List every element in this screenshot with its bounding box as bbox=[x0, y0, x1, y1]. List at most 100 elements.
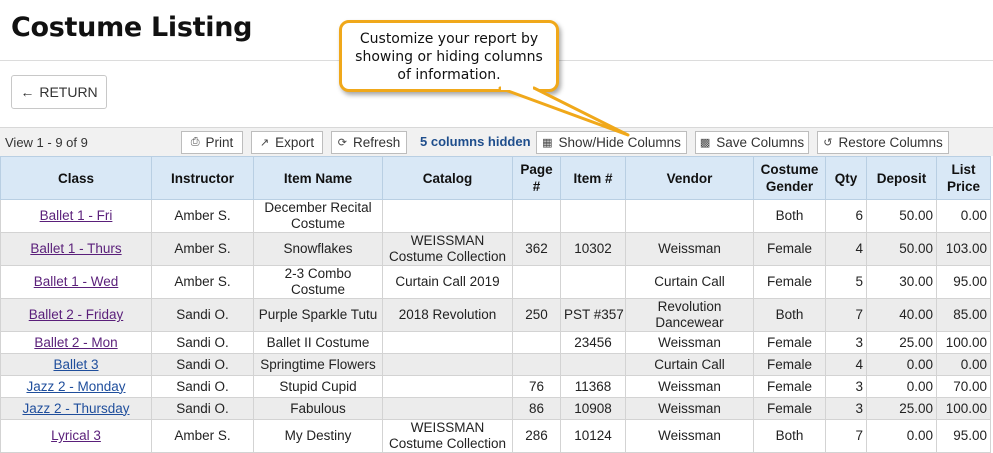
refresh-icon: ⟳ bbox=[337, 137, 347, 149]
cell-item-no: 10124 bbox=[560, 419, 626, 453]
cell-list-price: 85.00 bbox=[936, 298, 991, 332]
col-header-item-name[interactable]: Item Name bbox=[253, 156, 383, 200]
cell-list-price: 100.00 bbox=[936, 397, 991, 420]
class-link[interactable]: Jazz 2 - Monday bbox=[26, 378, 126, 394]
cell-catalog bbox=[382, 397, 513, 420]
cell-class: Ballet 2 - Mon bbox=[0, 331, 152, 354]
cell-instructor: Sandi O. bbox=[151, 331, 254, 354]
table-row: Ballet 1 - Thurs Amber S. Snowflakes WEISSM… bbox=[0, 232, 991, 266]
cell-list-price: 103.00 bbox=[936, 232, 991, 266]
cell-deposit: 25.00 bbox=[866, 397, 937, 420]
save-columns-button[interactable]: ▩ Save Columns bbox=[695, 131, 809, 154]
cell-page: 86 bbox=[512, 397, 561, 420]
col-header-list-price[interactable]: List Price bbox=[936, 156, 991, 200]
col-header-vendor[interactable]: Vendor bbox=[625, 156, 754, 200]
class-link[interactable]: Lyrical 3 bbox=[51, 428, 101, 443]
table-row: Lyrical 3 Amber S. My Destiny WEISSMAN Cost… bbox=[0, 419, 991, 453]
col-header-item-no[interactable]: Item # bbox=[560, 156, 626, 200]
cell-vendor: Weissman bbox=[625, 331, 754, 354]
cell-item-no bbox=[560, 199, 626, 233]
cell-item-name: Fabulous bbox=[253, 397, 383, 420]
return-button[interactable]: ← RETURN bbox=[11, 75, 107, 109]
col-header-costume-gender[interactable]: Costume Gender bbox=[753, 156, 826, 200]
page-title: Costume Listing bbox=[11, 12, 253, 43]
cell-item-no bbox=[560, 353, 626, 376]
cell-costume-gender: Female bbox=[753, 397, 826, 420]
cell-item-no: PST #357 bbox=[560, 298, 626, 332]
print-label: Print bbox=[205, 135, 234, 150]
cell-class: Jazz 2 - Monday bbox=[0, 375, 152, 398]
cell-page: 250 bbox=[512, 298, 561, 332]
cell-vendor: Revolution Dancewear bbox=[625, 298, 754, 332]
cell-deposit: 0.00 bbox=[866, 375, 937, 398]
cell-item-name: 2-3 Combo Costume bbox=[253, 265, 383, 299]
table-row: Jazz 2 - Monday Sandi O. Stupid Cupid 76 113… bbox=[0, 375, 991, 398]
cell-vendor bbox=[625, 199, 754, 233]
costume-table: Class Instructor Item Name Catalog Page … bbox=[0, 156, 991, 453]
cell-page: 286 bbox=[512, 419, 561, 453]
cell-qty: 6 bbox=[825, 199, 867, 233]
cell-qty: 3 bbox=[825, 397, 867, 420]
cell-list-price: 100.00 bbox=[936, 331, 991, 354]
class-link[interactable]: Ballet 1 - Wed bbox=[33, 274, 119, 289]
cell-deposit: 50.00 bbox=[866, 232, 937, 266]
refresh-button[interactable]: ⟳ Refresh bbox=[331, 131, 407, 154]
cell-item-name: Springtime Flowers bbox=[253, 353, 383, 376]
cell-list-price: 0.00 bbox=[936, 199, 991, 233]
export-label: Export bbox=[275, 135, 315, 150]
class-link[interactable]: Ballet 1 - Fri bbox=[39, 208, 113, 223]
cell-item-no: 10302 bbox=[560, 232, 626, 266]
cell-class: Ballet 2 - Friday bbox=[0, 298, 152, 332]
col-header-class[interactable]: Class bbox=[0, 156, 152, 200]
view-count: View 1 - 9 of 9 bbox=[5, 135, 88, 150]
cell-vendor: Curtain Call bbox=[625, 265, 754, 299]
class-link[interactable]: Jazz 2 - Thursday bbox=[22, 400, 130, 416]
col-header-instructor[interactable]: Instructor bbox=[151, 156, 254, 200]
cell-qty: 5 bbox=[825, 265, 867, 299]
columns-icon: ▦ bbox=[542, 137, 553, 149]
cell-page: 76 bbox=[512, 375, 561, 398]
cell-list-price: 95.00 bbox=[936, 265, 991, 299]
cell-deposit: 25.00 bbox=[866, 331, 937, 354]
table-row: Ballet 3 Sandi O. Springtime Flowers Curtai… bbox=[0, 353, 991, 376]
show-hide-columns-button[interactable]: ▦ Show/Hide Columns bbox=[536, 131, 687, 154]
cell-instructor: Sandi O. bbox=[151, 397, 254, 420]
cell-costume-gender: Female bbox=[753, 265, 826, 299]
restore-columns-label: Restore Columns bbox=[838, 135, 943, 150]
cell-vendor: Weissman bbox=[625, 419, 754, 453]
col-header-page[interactable]: Page # bbox=[512, 156, 561, 200]
header-row: Class Instructor Item Name Catalog Page … bbox=[0, 156, 991, 200]
col-header-catalog[interactable]: Catalog bbox=[382, 156, 513, 200]
cell-item-no bbox=[560, 265, 626, 299]
export-button[interactable]: ↗ Export bbox=[251, 131, 323, 154]
cell-item-no: 11368 bbox=[560, 375, 626, 398]
cell-costume-gender: Female bbox=[753, 375, 826, 398]
cell-catalog bbox=[382, 375, 513, 398]
cell-page bbox=[512, 353, 561, 376]
callout-text: Customize your report by showing or hidi… bbox=[355, 31, 543, 83]
print-button[interactable]: ⎙ Print bbox=[181, 131, 243, 154]
class-link[interactable]: Ballet 2 - Mon bbox=[34, 334, 118, 350]
col-header-qty[interactable]: Qty bbox=[825, 156, 867, 200]
cell-item-name: Stupid Cupid bbox=[253, 375, 383, 398]
class-link[interactable]: Ballet 3 bbox=[53, 356, 99, 372]
cell-catalog: WEISSMAN Costume Collection bbox=[382, 232, 513, 266]
cell-list-price: 70.00 bbox=[936, 375, 991, 398]
cell-deposit: 0.00 bbox=[866, 353, 937, 376]
table-row: Ballet 2 - Friday Sandi O. Purple Sparkle … bbox=[0, 298, 991, 332]
cell-class: Lyrical 3 bbox=[0, 419, 152, 453]
cell-costume-gender: Female bbox=[753, 353, 826, 376]
cell-list-price: 0.00 bbox=[936, 353, 991, 376]
restore-columns-button[interactable]: ↺ Restore Columns bbox=[817, 131, 949, 154]
columns-hidden-note: 5 columns hidden bbox=[420, 134, 531, 149]
printer-icon: ⎙ bbox=[190, 136, 200, 148]
cell-item-name: December Recital Costume bbox=[253, 199, 383, 233]
table-row: Jazz 2 - Thursday Sandi O. Fabulous 86 10908… bbox=[0, 397, 991, 420]
table-row: Ballet 2 - Mon Sandi O. Ballet II Costume 2… bbox=[0, 331, 991, 354]
class-link[interactable]: Ballet 2 - Friday bbox=[28, 307, 124, 322]
cell-page bbox=[512, 199, 561, 233]
cell-class: Ballet 3 bbox=[0, 353, 152, 376]
class-link[interactable]: Ballet 1 - Thurs bbox=[30, 241, 122, 256]
col-header-deposit[interactable]: Deposit bbox=[866, 156, 937, 200]
cell-item-name: Snowflakes bbox=[253, 232, 383, 266]
